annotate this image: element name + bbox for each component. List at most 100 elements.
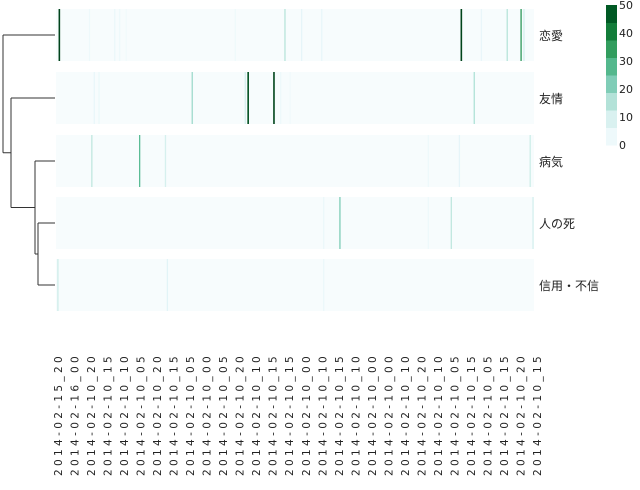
heatmap-cell	[473, 72, 475, 124]
x-tick-label: 2 0 1 4 - 0 2 - 1 0 _ 2 0	[86, 356, 98, 476]
colorbar-tick-label: 30	[619, 55, 633, 68]
x-tick-label: 2 0 1 4 - 0 2 - 1 0 _ 0 5	[218, 356, 230, 476]
row-label: 友情	[539, 92, 563, 106]
x-tick-label: 2 0 1 4 - 0 2 - 1 0 _ 0 5	[449, 356, 461, 476]
x-tick-label: 2 0 1 4 - 0 2 - 1 0 _ 1 5	[334, 356, 346, 476]
x-tick-label: 2 0 1 4 - 0 2 - 1 0 _ 1 5	[499, 356, 511, 476]
heatmap-row-background	[56, 259, 534, 311]
heatmap-cell	[118, 9, 121, 61]
heatmap-cell	[532, 197, 534, 249]
heatmap-cell	[520, 9, 522, 61]
colorbar-tick-label: 40	[619, 27, 633, 40]
x-tick-label: 2 0 1 4 - 0 2 - 1 0 _ 2 0	[516, 356, 528, 476]
heatmap-cell	[529, 135, 531, 187]
heatmap-row	[56, 197, 534, 249]
heatmap-cell	[166, 259, 169, 311]
x-tick-label: 2 0 1 4 - 0 2 - 1 0 _ 1 5	[466, 356, 478, 476]
x-tick-label: 2 0 1 4 - 0 2 - 1 0 _ 1 5	[103, 356, 115, 476]
x-tick-label: 2 0 1 4 - 0 2 - 1 0 _ 1 5	[268, 356, 280, 476]
colorbar-step	[606, 40, 617, 58]
x-tick-label: 2 0 1 4 - 0 2 - 1 0 _ 0 5	[482, 356, 494, 476]
x-tick-label: 2 0 1 4 - 0 2 - 1 0 _ 2 0	[235, 356, 247, 476]
x-tick-label: 2 0 1 4 - 0 2 - 1 0 _ 1 5	[284, 356, 296, 476]
colorbar-step	[606, 92, 617, 111]
colorbar: 0 10 20 30 40 50	[606, 0, 633, 152]
heatmap-cell	[427, 197, 430, 249]
x-tick-label: 2 0 1 4 - 0 2 - 1 0 _ 0 5	[185, 356, 197, 476]
colorbar-step	[606, 57, 617, 76]
heatmap-cell	[57, 259, 59, 311]
x-tick-label: 2 0 1 4 - 0 2 - 1 0 _ 1 0	[251, 356, 263, 476]
heatmap-cell	[523, 9, 525, 61]
heatmap-cell	[280, 72, 282, 124]
heatmap-cell	[125, 9, 127, 61]
heatmap-row	[56, 9, 534, 61]
colorbar-tick-label: 10	[619, 111, 633, 124]
row-label: 人の死	[539, 217, 575, 231]
heatmap-cell	[88, 9, 91, 61]
x-tick-label: 2 0 1 4 - 0 2 - 1 6 _ 0 0	[70, 356, 82, 476]
heatmap-cell	[244, 72, 246, 124]
x-tick-label: 2 0 1 4 - 0 2 - 1 0 _ 1 0	[400, 356, 412, 476]
x-tick-label: 2 0 1 4 - 0 2 - 1 0 _ 0 5	[136, 356, 148, 476]
x-tick-label: 2 0 1 4 - 0 2 - 1 0 _ 1 0	[317, 356, 329, 476]
heatmap-cell	[289, 72, 291, 124]
heatmap-cell	[273, 72, 275, 124]
heatmap-cell	[323, 259, 325, 311]
colorbar-step	[606, 127, 617, 146]
heatmap-cell	[91, 135, 93, 187]
heatmap-cell	[191, 72, 193, 124]
colorbar-step	[606, 5, 617, 23]
heatmap-cell	[506, 9, 508, 61]
heatmap-cell	[93, 72, 95, 124]
x-tick-label: 2 0 1 4 - 0 2 - 1 0 _ 0 0	[301, 356, 313, 476]
heatmap-cell	[460, 9, 463, 61]
heatmap-cell	[450, 197, 452, 249]
row-label: 信用・不信	[539, 279, 599, 293]
heatmap-cell	[427, 135, 430, 187]
x-tick-label: 2 0 1 4 - 0 2 - 1 0 _ 0 0	[383, 356, 395, 476]
x-tick-label: 2 0 1 4 - 0 2 - 1 0 _ 1 5	[169, 356, 181, 476]
x-tick-labels: 2 0 1 4 - 0 2 - 1 5 _ 2 0 2 0 1 4 - 0 2 -…	[53, 356, 544, 476]
colorbar-step	[606, 110, 617, 128]
x-tick-label: 2 0 1 4 - 0 2 - 1 0 _ 0 0	[367, 356, 379, 476]
heatmap-cell	[98, 72, 100, 124]
x-tick-label: 2 0 1 4 - 0 2 - 1 0 _ 1 5	[532, 356, 544, 476]
heatmap-cell	[284, 9, 286, 61]
heatmap-cell	[247, 72, 249, 124]
x-tick-label: 2 0 1 4 - 0 2 - 1 0 _ 2 0	[152, 356, 164, 476]
heatmap-row	[56, 259, 534, 311]
x-tick-label: 2 0 1 4 - 0 2 - 1 0 _ 1 0	[350, 356, 362, 476]
dendrogram	[2, 34, 55, 286]
x-tick-label: 2 0 1 4 - 0 2 - 1 0 _ 1 0	[119, 356, 131, 476]
heatmap-cell	[139, 135, 141, 187]
colorbar-step	[606, 75, 617, 93]
heatmap-cell	[164, 135, 167, 187]
heatmap-cell	[339, 197, 341, 249]
heatmap-cell	[58, 9, 61, 61]
heatmap-row	[56, 135, 534, 187]
heatmap-cell	[114, 9, 116, 61]
x-tick-label: 2 0 1 4 - 0 2 - 1 0 _ 2 0	[416, 356, 428, 476]
colorbar-tick-label: 20	[619, 83, 633, 96]
heatmap-cell	[234, 9, 236, 61]
heatmap-row-background	[56, 197, 534, 249]
x-tick-label: 2 0 1 4 - 0 2 - 1 0 _ 1 0	[433, 356, 445, 476]
heatmap-row-background	[56, 9, 534, 61]
heatmap-cell	[458, 135, 461, 187]
heatmap-rows	[56, 9, 534, 311]
x-tick-label: 2 0 1 4 - 0 2 - 1 0 _ 0 0	[202, 356, 214, 476]
colorbar-step	[606, 22, 617, 41]
heatmap-cell	[323, 197, 325, 249]
x-tick-label: 2 0 1 4 - 0 2 - 1 5 _ 2 0	[53, 356, 65, 476]
heatmap-row-background	[56, 72, 534, 124]
row-label: 恋愛	[539, 28, 563, 43]
heatmap-cell	[321, 9, 323, 61]
colorbar-tick-label: 50	[619, 0, 633, 12]
heatmap-row-background	[56, 135, 534, 187]
row-label: 病気	[539, 154, 563, 169]
colorbar-tick-label: 0	[619, 139, 626, 152]
